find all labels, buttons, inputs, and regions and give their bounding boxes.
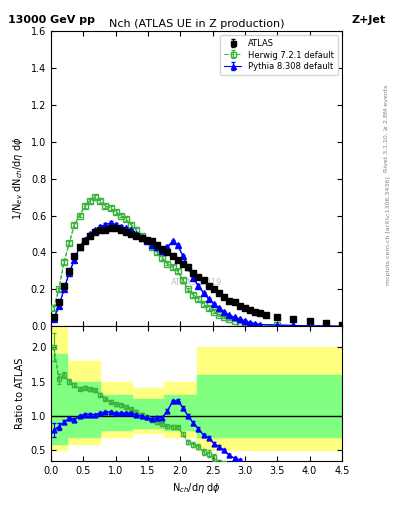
Legend: ATLAS, Herwig 7.2.1 default, Pythia 8.308 default: ATLAS, Herwig 7.2.1 default, Pythia 8.30…: [220, 35, 338, 75]
Y-axis label: Ratio to ATLAS: Ratio to ATLAS: [15, 358, 25, 429]
Text: Z+Jet: Z+Jet: [351, 15, 385, 26]
Text: ATLAS_2019: ATLAS_2019: [171, 278, 222, 287]
Text: Rivet 3.1.10, ≥ 2.8M events: Rivet 3.1.10, ≥ 2.8M events: [384, 84, 389, 172]
X-axis label: N$_{ch}$/d$\eta$ d$\phi$: N$_{ch}$/d$\eta$ d$\phi$: [172, 481, 221, 495]
Title: Nch (ATLAS UE in Z production): Nch (ATLAS UE in Z production): [109, 18, 284, 29]
Text: mcplots.cern.ch [arXiv:1306.3436]: mcplots.cern.ch [arXiv:1306.3436]: [386, 176, 391, 285]
Text: 13000 GeV pp: 13000 GeV pp: [8, 15, 95, 26]
Y-axis label: 1/N$_{ev}$ dN$_{ch}$/d$\eta$ d$\phi$: 1/N$_{ev}$ dN$_{ch}$/d$\eta$ d$\phi$: [11, 137, 25, 220]
